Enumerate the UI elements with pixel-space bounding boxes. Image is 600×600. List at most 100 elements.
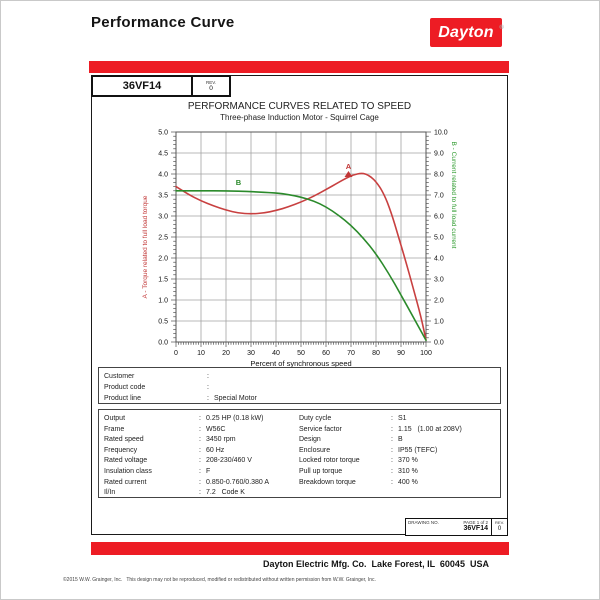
spec-separator: : — [391, 478, 393, 486]
specs-column-left: Output:0.25 HP (0.18 kW) Frame: W56C Rated … — [99, 414, 299, 497]
drawing-rev-label: REV. — [495, 520, 504, 526]
svg-text:3.0: 3.0 — [158, 214, 168, 221]
svg-text:7.0: 7.0 — [434, 193, 444, 200]
svg-text:100: 100 — [420, 350, 432, 357]
svg-text:A - Torque related to full loa: A - Torque related to full load torque — [142, 195, 149, 298]
spec-label: Design — [299, 436, 321, 444]
svg-text:5.0: 5.0 — [434, 235, 444, 242]
svg-text:10: 10 — [197, 350, 205, 357]
spec-value: 208-230/460 V — [206, 457, 252, 465]
spec-label: Duty cycle — [299, 415, 332, 422]
spec-label: Frame — [104, 425, 125, 433]
spec-row: Frame: W56C — [104, 425, 299, 436]
svg-text:4.0: 4.0 — [158, 172, 168, 179]
svg-text:0.0: 0.0 — [434, 340, 444, 347]
spec-label: Customer — [104, 373, 135, 380]
svg-text:40: 40 — [272, 350, 280, 357]
drawing-number-cell: DRAWING NO. PAGE 1 of 2 36VF14 — [406, 519, 492, 535]
spec-row: Customer: — [104, 371, 500, 382]
svg-text:B: B — [236, 178, 242, 187]
svg-text:Percent of synchronous speed: Percent of synchronous speed — [250, 359, 351, 368]
svg-text:10.0: 10.0 — [434, 130, 448, 137]
svg-text:1.5: 1.5 — [158, 277, 168, 284]
dayton-logo: Dayton ® — [430, 18, 504, 47]
spec-separator: : — [199, 467, 201, 475]
spec-label: Breakdown torque — [299, 478, 356, 486]
specs-column-right: Duty cycle: S1 Service factor:1.15 (1.00 a… — [299, 414, 500, 497]
header-red-rule — [89, 61, 509, 73]
svg-text:0.5: 0.5 — [158, 319, 168, 326]
svg-text:A: A — [346, 162, 352, 171]
spec-value: F — [206, 467, 211, 475]
spec-row: Product line: Special Motor — [104, 393, 500, 404]
spec-label: Output — [104, 415, 126, 422]
drawing-number-value: 36VF14 — [463, 525, 488, 532]
spec-separator: : — [391, 446, 393, 454]
spec-separator: : — [207, 395, 209, 402]
spec-separator: : — [199, 489, 201, 497]
spec-row: Pull up torque:310 % — [299, 467, 500, 478]
svg-text:6.0: 6.0 — [434, 214, 444, 221]
svg-text:1.0: 1.0 — [158, 298, 168, 305]
svg-text:2.5: 2.5 — [158, 235, 168, 242]
company-address: Dayton Electric Mfg. Co. Lake Forest, IL… — [263, 559, 489, 569]
svg-text:1.0: 1.0 — [434, 319, 444, 326]
drawing-number-box: DRAWING NO. PAGE 1 of 2 36VF14 REV. 0 — [405, 518, 508, 536]
spec-row: Service factor:1.15 (1.00 at 208V) — [299, 425, 500, 436]
svg-text:9.0: 9.0 — [434, 151, 444, 158]
spec-label: Service factor — [299, 425, 342, 433]
spec-label: Rated current — [104, 478, 147, 486]
spec-value: Special Motor — [214, 395, 257, 402]
spec-row: Output:0.25 HP (0.18 kW) — [104, 414, 299, 425]
spec-separator: : — [199, 457, 201, 465]
spec-separator: : — [199, 425, 201, 433]
revision-label: REV. — [205, 80, 217, 85]
spec-row: Il/In:7.2 Code K — [104, 488, 299, 499]
revision-value: 0 — [209, 85, 213, 92]
svg-text:3.5: 3.5 — [158, 193, 168, 200]
svg-text:80: 80 — [372, 350, 380, 357]
spec-row: Enclosure: IP55 (TEFC) — [299, 446, 500, 457]
spec-label: Insulation class — [104, 467, 152, 475]
spec-value: 310 % — [398, 467, 418, 475]
svg-text:0.0: 0.0 — [158, 340, 168, 347]
spec-separator: : — [207, 384, 209, 391]
model-number-box: 36VF14 — [91, 75, 193, 97]
spec-separator: : — [199, 446, 201, 454]
customer-info-box: Customer: Product code: Product line: Speci… — [98, 367, 501, 404]
spec-separator: : — [199, 478, 201, 486]
spec-row: Design: B — [299, 435, 500, 446]
document-frame — [91, 75, 508, 535]
svg-text:4.0: 4.0 — [434, 256, 444, 263]
spec-row: Duty cycle: S1 — [299, 414, 500, 425]
svg-text:B - Current related to full lo: B - Current related to full load current — [450, 142, 457, 249]
spec-label: Pull up torque — [299, 467, 343, 475]
svg-text:3.0: 3.0 — [434, 277, 444, 284]
svg-text:4.5: 4.5 — [158, 151, 168, 158]
spec-row: Rated speed:3450 rpm — [104, 435, 299, 446]
svg-text:90: 90 — [397, 350, 405, 357]
svg-text:70: 70 — [347, 350, 355, 357]
spec-separator: : — [391, 457, 393, 465]
spec-label: Rated voltage — [104, 457, 148, 465]
customer-info-rows: Customer: Product code: Product line: Speci… — [104, 371, 500, 404]
spec-value: 400 % — [398, 478, 418, 486]
spec-row: Rated current:0.850-0.760/0.380 A — [104, 478, 299, 489]
spec-separator: : — [199, 436, 201, 444]
spec-separator: : — [391, 467, 393, 475]
registered-trademark-icon: ® — [499, 25, 504, 31]
copyright-notice: ©2015 W.W. Grainger, Inc. This design ma… — [63, 577, 376, 583]
svg-text:60: 60 — [322, 350, 330, 357]
spec-value: 60 Hz — [206, 446, 225, 454]
spec-label: Enclosure — [299, 446, 331, 454]
chart-subtitle: Three-phase Induction Motor - Squirrel C… — [220, 113, 379, 122]
svg-text:5.0: 5.0 — [158, 130, 168, 137]
spec-separator: : — [199, 415, 201, 422]
spec-value: W56C — [206, 425, 226, 433]
drawing-revision-cell: REV. 0 — [492, 519, 507, 535]
spec-value: IP55 (TEFC) — [398, 446, 438, 454]
spec-value: 1.15 (1.00 at 208V) — [398, 425, 462, 433]
spec-row: Insulation class: F — [104, 467, 299, 478]
svg-text:30: 30 — [247, 350, 255, 357]
